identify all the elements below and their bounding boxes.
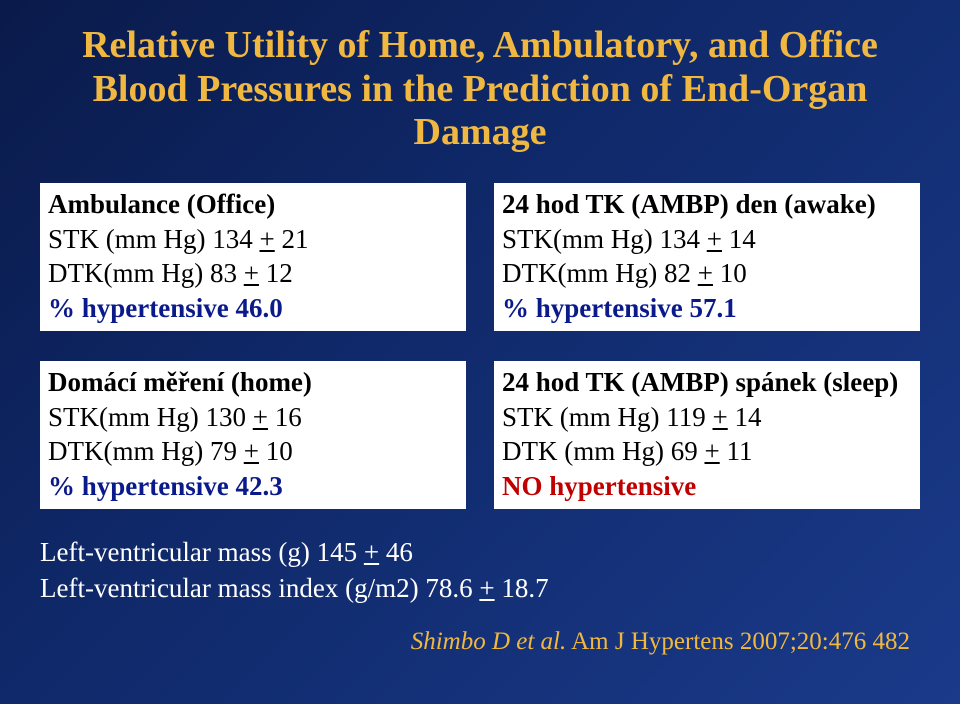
office-stk: STK (mm Hg) 134 + 21 (48, 222, 458, 257)
box-sleep: 24 hod TK (AMBP) spánek (sleep) STK (mm … (494, 361, 920, 509)
home-stk: STK(mm Hg) 130 + 16 (48, 400, 458, 435)
sleep-stk: STK (mm Hg) 119 + 14 (502, 400, 912, 435)
home-hyp: % hypertensive 42.3 (48, 469, 458, 504)
citation: Shimbo D et al. Am J Hypertens 2007;20:4… (40, 628, 920, 656)
sleep-nohyp: NO hypertensive (502, 469, 912, 504)
lv-mass-lines: Left-ventricular mass (g) 145 + 46 Left-… (40, 535, 920, 605)
sleep-dtk: DTK (mm Hg) 69 + 11 (502, 434, 912, 469)
office-dtk: DTK(mm Hg) 83 + 12 (48, 256, 458, 291)
awake-header: 24 hod TK (AMBP) den (awake) (502, 187, 912, 222)
lv-mass-1: Left-ventricular mass (g) 145 + 46 (40, 535, 920, 570)
box-home: Domácí měření (home) STK(mm Hg) 130 + 16… (40, 361, 466, 509)
awake-dtk: DTK(mm Hg) 82 + 10 (502, 256, 912, 291)
office-header: Ambulance (Office) (48, 187, 458, 222)
awake-hyp: % hypertensive 57.1 (502, 291, 912, 326)
right-column: 24 hod TK (AMBP) den (awake) STK(mm Hg) … (494, 183, 920, 539)
box-awake: 24 hod TK (AMBP) den (awake) STK(mm Hg) … (494, 183, 920, 331)
office-hyp: % hypertensive 46.0 (48, 291, 458, 326)
lv-mass-2: Left-ventricular mass index (g/m2) 78.6 … (40, 571, 920, 606)
sleep-header: 24 hod TK (AMBP) spánek (sleep) (502, 365, 912, 400)
slide: Relative Utility of Home, Ambulatory, an… (0, 0, 960, 704)
home-dtk: DTK(mm Hg) 79 + 10 (48, 434, 458, 469)
home-header: Domácí měření (home) (48, 365, 458, 400)
left-column: Ambulance (Office) STK (mm Hg) 134 + 21 … (40, 183, 466, 539)
columns: Ambulance (Office) STK (mm Hg) 134 + 21 … (40, 183, 920, 539)
slide-title: Relative Utility of Home, Ambulatory, an… (40, 24, 920, 155)
box-office: Ambulance (Office) STK (mm Hg) 134 + 21 … (40, 183, 466, 331)
awake-stk: STK(mm Hg) 134 + 14 (502, 222, 912, 257)
citation-rest: Am J Hypertens 2007;20:476 482 (566, 628, 910, 655)
citation-authors: Shimbo D et al. (411, 628, 567, 655)
